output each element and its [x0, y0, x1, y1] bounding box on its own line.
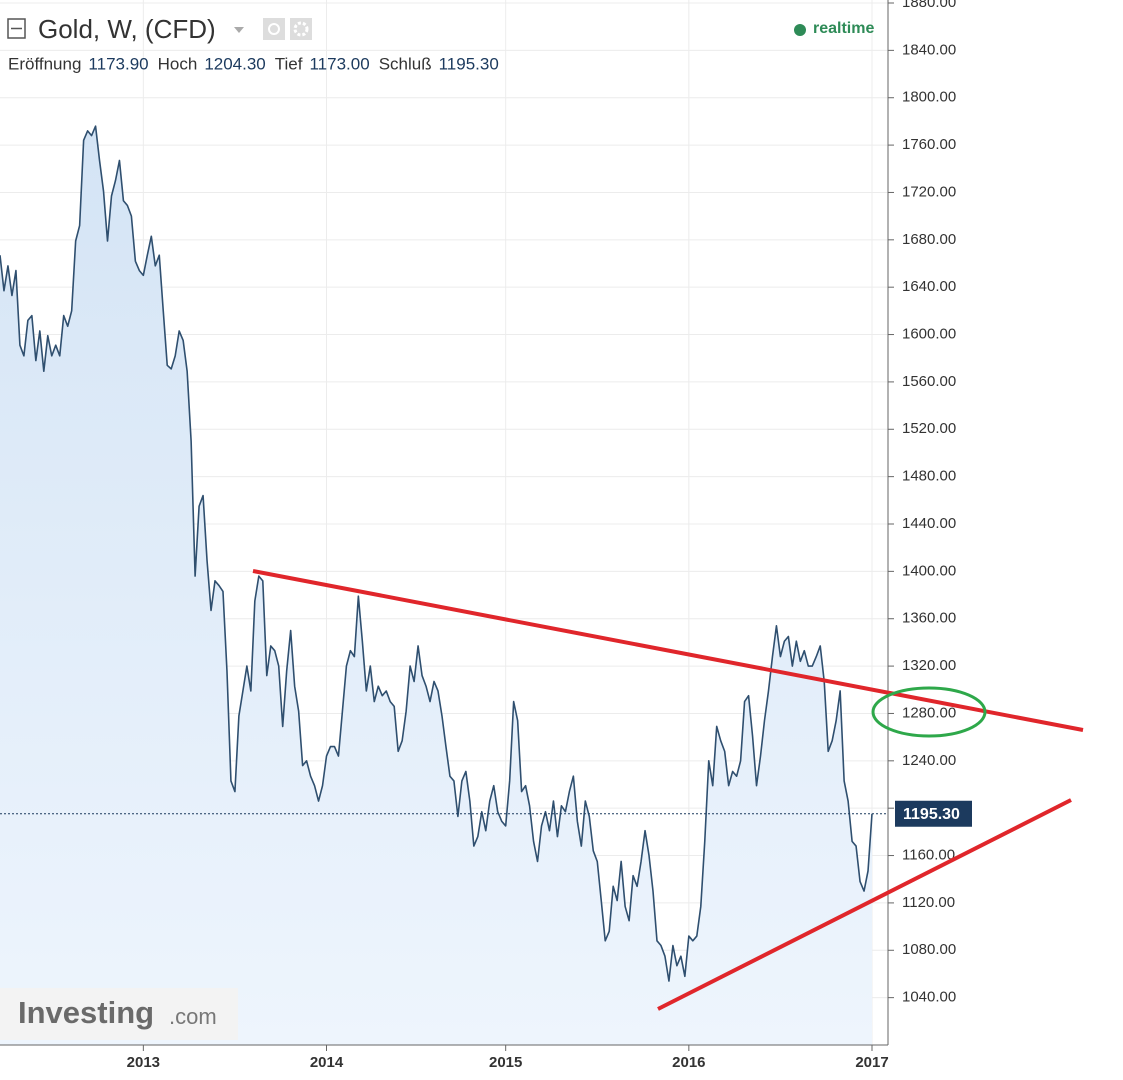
y-tick-label: 1520.00 — [902, 420, 956, 437]
settings-icon-glyph — [293, 21, 309, 37]
y-tick-label: 1880.00 — [902, 0, 956, 11]
current-price-box — [895, 800, 972, 827]
realtime-label: realtime — [813, 20, 874, 37]
highlight-ellipse — [871, 686, 987, 738]
y-tick-label: 1480.00 — [902, 468, 956, 485]
y-tick-label: 1160.00 — [902, 847, 955, 864]
price-line — [0, 125, 873, 982]
y-tick-label: 1800.00 — [902, 89, 956, 106]
area-fill — [0, 126, 872, 1045]
x-tick-label: 2017 — [855, 1054, 888, 1071]
y-tick-label: 1600.00 — [902, 326, 956, 343]
ohlc: Eröffnung 1173.90 Hoch 1204.30 Tief 1173.00 Sc… — [8, 54, 499, 73]
y-tick-label: 1040.00 — [902, 989, 956, 1006]
y-tick-label: 1560.00 — [902, 373, 956, 390]
y-tick-label: 1240.00 — [902, 752, 956, 769]
axes: 1040.001080.001120.001160.001200.001240.… — [0, 0, 972, 1071]
y-tick-label: 1440.00 — [902, 515, 956, 532]
watermark-box — [0, 988, 238, 1040]
support-trendline — [657, 798, 1072, 1011]
ohlc-label: Eröffnung — [8, 54, 81, 73]
watermark-suffix: .com — [169, 1004, 217, 1029]
ohlc-label: Hoch — [158, 54, 198, 73]
ohlc-label: Tief — [275, 54, 303, 73]
x-tick-label: 2013 — [127, 1054, 160, 1071]
y-tick-label: 1080.00 — [902, 941, 956, 958]
settings-icon[interactable] — [290, 18, 312, 40]
ohlc-value: 1173.90 — [88, 54, 148, 73]
ohlc-value: 1173.00 — [309, 54, 369, 73]
eye-icon-glyph — [268, 23, 280, 35]
y-tick-label: 1640.00 — [902, 278, 956, 295]
chart-title: Gold, W, (CFD) — [38, 14, 216, 44]
y-tick-label: 1840.00 — [902, 41, 956, 58]
y-tick-label: 1120.00 — [902, 894, 955, 911]
ohlc-value: 1204.30 — [204, 54, 265, 73]
ohlc-label: Schluß — [379, 54, 432, 73]
y-tick-label: 1360.00 — [902, 610, 956, 627]
y-tick-label: 1400.00 — [902, 562, 956, 579]
y-tick-label: 1280.00 — [902, 704, 956, 721]
ohlc-value: 1195.30 — [439, 54, 499, 73]
eye-icon[interactable] — [263, 18, 285, 40]
y-tick-label: 1680.00 — [902, 231, 956, 248]
resistance-trendline — [252, 569, 1084, 732]
x-tick-label: 2014 — [310, 1054, 344, 1071]
x-tick-label: 2016 — [672, 1054, 705, 1071]
y-tick-label: 1720.00 — [902, 183, 956, 200]
current-price-label: 1195.30 — [903, 806, 960, 823]
series — [0, 125, 888, 1045]
y-tick-label: 1320.00 — [902, 657, 956, 674]
collapse-icon[interactable] — [7, 18, 26, 39]
dropdown-arrow[interactable] — [234, 27, 244, 33]
watermark-brand: Investing — [18, 995, 154, 1030]
realtime-dot — [794, 24, 806, 36]
x-tick-label: 2015 — [489, 1054, 522, 1071]
y-tick-label: 1760.00 — [902, 136, 956, 153]
